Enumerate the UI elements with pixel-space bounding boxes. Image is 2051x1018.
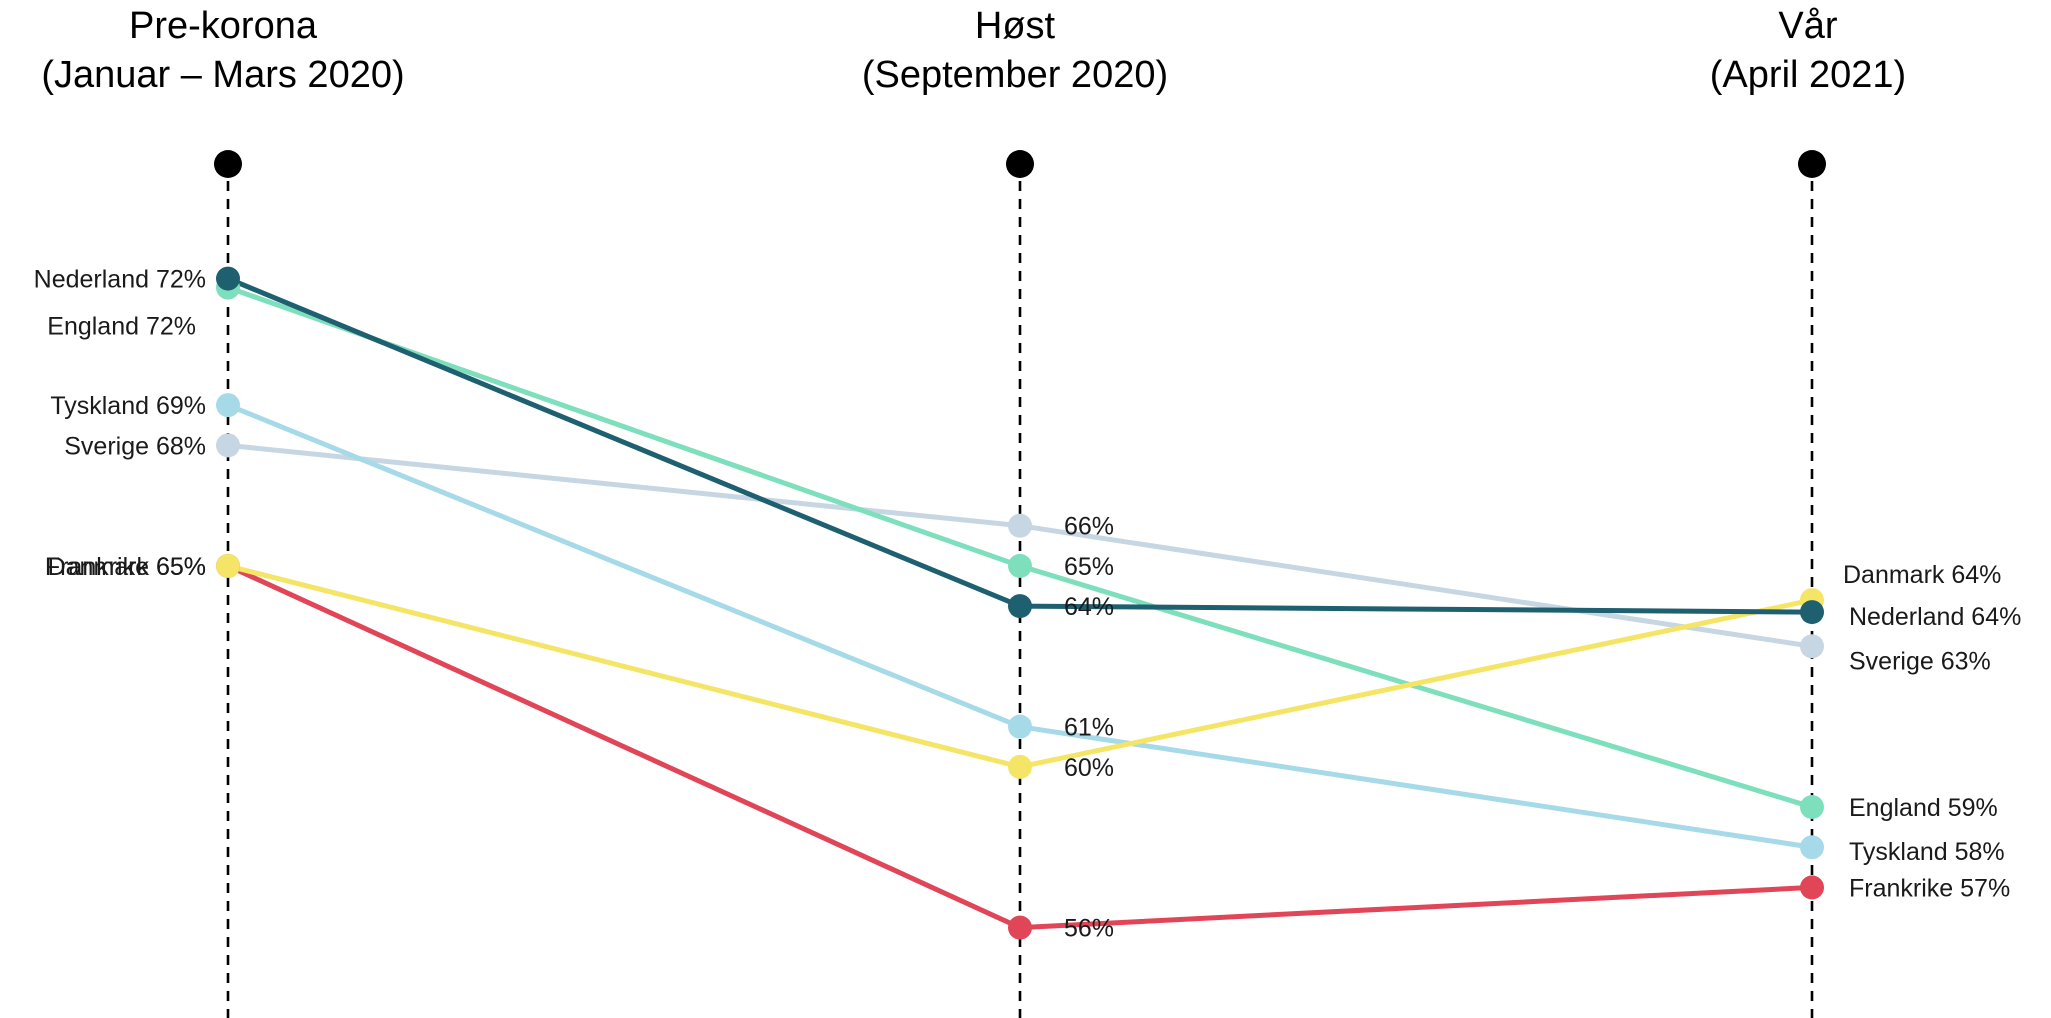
data-label-england-0: England 72% bbox=[47, 313, 196, 341]
data-label-sverige-0: Sverige 68% bbox=[64, 432, 206, 460]
data-point-danmark-0 bbox=[216, 553, 240, 578]
data-point-sverige-0 bbox=[216, 433, 240, 458]
data-label-sverige-1: 66% bbox=[1064, 513, 1114, 541]
data-label-danmark-0: Danmark 65% bbox=[48, 553, 206, 581]
series-points bbox=[216, 266, 1824, 940]
period-subtitle-host: (September 2020) bbox=[862, 54, 1168, 96]
data-point-england-2 bbox=[1800, 795, 1824, 820]
data-label-nederland-1: 64% bbox=[1064, 593, 1114, 621]
period-title-var: Vår bbox=[1778, 5, 1837, 47]
data-point-england-1 bbox=[1008, 553, 1032, 578]
data-point-tyskland-0 bbox=[216, 393, 240, 418]
period-subtitle-pre-korona: (Januar – Mars 2020) bbox=[41, 54, 404, 96]
data-label-sverige-2: Sverige 63% bbox=[1849, 647, 1991, 675]
period-marker-var bbox=[1798, 150, 1826, 178]
data-point-frankrike-1 bbox=[1008, 915, 1032, 940]
data-label-nederland-2: Nederland 64% bbox=[1849, 603, 2021, 631]
period-marker-host bbox=[1006, 150, 1034, 178]
period-subtitle-var: (April 2021) bbox=[1710, 54, 1906, 96]
data-point-frankrike-2 bbox=[1800, 875, 1824, 900]
data-label-frankrike-1: 56% bbox=[1064, 915, 1114, 943]
period-title-pre-korona: Pre-korona bbox=[129, 5, 318, 47]
data-label-england-2: England 59% bbox=[1849, 794, 1998, 822]
data-label-tyskland-0: Tyskland 69% bbox=[50, 392, 206, 420]
data-point-nederland-1 bbox=[1008, 594, 1032, 619]
data-point-tyskland-2 bbox=[1800, 835, 1824, 860]
series-labels: Sverige 68% 66% Sverige 63% Tyskland 69% 61%… bbox=[34, 266, 2022, 943]
data-label-danmark-2: Danmark 64% bbox=[1843, 561, 2001, 589]
data-label-england-1: 65% bbox=[1064, 553, 1114, 581]
period-title-host: Høst bbox=[975, 5, 1056, 47]
data-label-frankrike-0: Frankrike 65% bbox=[45, 553, 206, 581]
data-point-nederland-2 bbox=[1800, 600, 1824, 625]
data-label-frankrike-2: Frankrike 57% bbox=[1849, 874, 2010, 902]
data-point-tyskland-1 bbox=[1008, 714, 1032, 739]
period-marker-pre-korona bbox=[214, 150, 242, 178]
data-label-nederland-0: Nederland 72% bbox=[34, 266, 206, 294]
data-point-nederland-0 bbox=[216, 266, 240, 291]
data-label-tyskland-2: Tyskland 58% bbox=[1849, 838, 2005, 866]
data-label-danmark-1: 60% bbox=[1064, 754, 1114, 782]
data-point-sverige-2 bbox=[1800, 634, 1824, 659]
data-point-danmark-1 bbox=[1008, 754, 1032, 779]
data-label-tyskland-1: 61% bbox=[1064, 714, 1114, 742]
data-point-sverige-1 bbox=[1008, 513, 1032, 538]
